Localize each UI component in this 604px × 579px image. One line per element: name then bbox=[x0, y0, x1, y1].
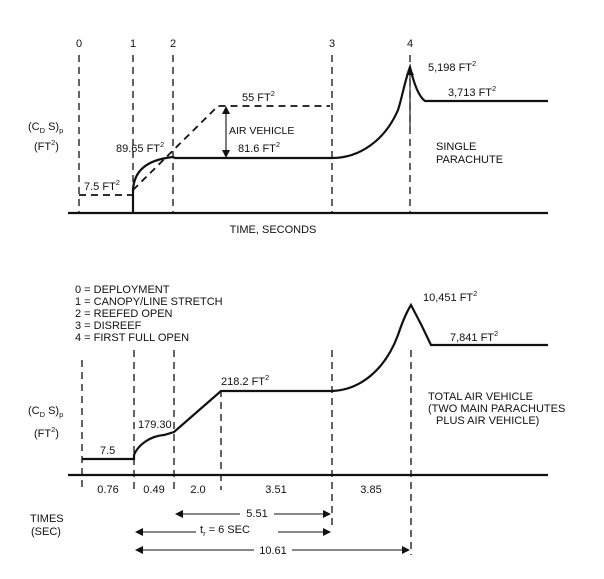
event-number-1: 1 bbox=[130, 38, 136, 50]
air-vehicle-label: AIR VEHICLE bbox=[229, 125, 294, 137]
peak-arrow-head bbox=[406, 67, 414, 75]
bottom-ylabel: (CD S)p bbox=[28, 405, 63, 419]
top-ylabel: (CD S)p bbox=[28, 121, 63, 135]
bottom-annotation-7841: 7,841 FT2 bbox=[450, 329, 498, 344]
times-unit: (SEC) bbox=[31, 526, 61, 538]
legend-item-2: 2 = REEFED OPEN bbox=[75, 308, 173, 320]
top-annotation-5198: 5,198 FT2 bbox=[428, 59, 476, 74]
top-xlabel: TIME, SECONDS bbox=[230, 224, 317, 236]
total-air-vehicle-label-line-1: TOTAL AIR VEHICLE bbox=[428, 391, 533, 403]
legend-item-3: 3 = DISREEF bbox=[75, 320, 142, 332]
interval-label-3: 3.51 bbox=[265, 484, 286, 496]
span-5-51-label: 5.51 bbox=[246, 508, 267, 520]
bottom-annotation-7-5: 7.5 bbox=[100, 445, 115, 457]
span-10-61-head-right bbox=[402, 546, 410, 554]
event-number-2: 2 bbox=[170, 38, 176, 50]
top-ylabel-unit: (FT2) bbox=[34, 138, 59, 153]
bottom-ylabel-unit: (FT2) bbox=[34, 425, 59, 440]
top-annotation-81-6: 81.6 FT2 bbox=[238, 140, 280, 155]
bottom-annotation-10451: 10,451 FT2 bbox=[423, 289, 477, 304]
event-number-4: 4 bbox=[407, 38, 413, 50]
span-5-51-head-left bbox=[175, 510, 183, 518]
span-tr-label-bg bbox=[196, 521, 278, 537]
total-air-vehicle-label-line-2: (TWO MAIN PARACHUTES bbox=[428, 403, 565, 415]
top-annotation-3713: 3,713 FT2 bbox=[448, 84, 496, 99]
interval-label-4: 3.85 bbox=[360, 484, 381, 496]
top-annotation-55: 55 FT2 bbox=[242, 89, 275, 104]
air-vehicle-arrow-head-up bbox=[222, 106, 230, 114]
legend-item-0: 0 = DEPLOYMENT bbox=[75, 284, 170, 296]
single-parachute-label-line-1: SINGLE bbox=[436, 141, 476, 153]
bottom-annotation-179-30: 179.30 bbox=[138, 419, 172, 431]
bottom-panel: 0 = DEPLOYMENT 1 = CANOPY/LINE STRETCH 2… bbox=[28, 284, 565, 557]
top-air-vehicle-dashed bbox=[132, 105, 330, 191]
span-10-61-label: 10.61 bbox=[259, 545, 287, 557]
span-tr-head-right bbox=[323, 528, 331, 536]
top-annotation-7-5: 7.5 FT2 bbox=[84, 178, 120, 193]
span-tr-head-left bbox=[135, 528, 143, 536]
single-parachute-label-line-2: PARACHUTE bbox=[436, 154, 503, 166]
interval-label-2: 2.0 bbox=[190, 484, 205, 496]
total-air-vehicle-label-line-3: PLUS AIR VEHICLE) bbox=[436, 415, 539, 427]
span-tr-label: tr = 6 SEC bbox=[200, 524, 250, 538]
top-single-parachute-curve bbox=[131, 63, 548, 213]
span-5-51-label-bg bbox=[240, 505, 274, 519]
span-5-51-head-right bbox=[323, 510, 331, 518]
times-label: TIMES bbox=[30, 513, 64, 525]
bottom-total-air-vehicle-curve bbox=[82, 302, 548, 461]
span-10-61-head-left bbox=[135, 546, 143, 554]
event-number-0: 0 bbox=[76, 38, 82, 50]
air-vehicle-arrow-head-down bbox=[222, 150, 230, 158]
legend-item-4: 4 = FIRST FULL OPEN bbox=[75, 332, 189, 344]
span-10-61-label-bg bbox=[254, 541, 292, 555]
bottom-annotation-218-2: 218.2 FT2 bbox=[221, 373, 269, 388]
legend-item-1: 1 = CANOPY/LINE STRETCH bbox=[75, 296, 223, 308]
top-panel: 0 1 2 3 4 (CD S)p (FT2) bbox=[28, 38, 548, 236]
top-annotation-89-65: 89.65 FT2 bbox=[116, 140, 164, 155]
interval-label-1: 0.49 bbox=[143, 484, 164, 496]
event-number-3: 3 bbox=[329, 38, 335, 50]
interval-label-0: 0.76 bbox=[97, 484, 118, 496]
